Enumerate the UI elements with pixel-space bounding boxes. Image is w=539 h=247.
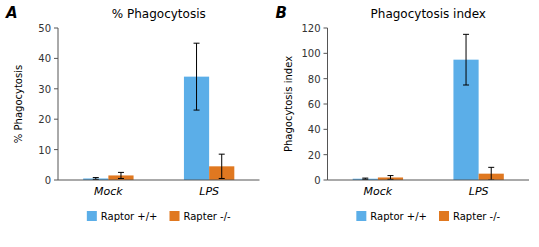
y-tick — [54, 28, 58, 29]
x-axis-line — [58, 180, 260, 181]
y-tick — [324, 53, 328, 54]
y-tick-label: 100 — [301, 48, 320, 59]
y-axis-line — [327, 28, 328, 180]
y-tick — [324, 28, 328, 29]
y-tick-label: 20 — [38, 114, 51, 125]
title: % Phagocytosis — [112, 7, 206, 21]
y-tick-label: 40 — [38, 53, 51, 64]
y-tick — [54, 149, 58, 150]
panel: A % Phagocytosis % Phagocytosis 0 10 20 30 40 50… — [5, 4, 260, 222]
error-bar — [463, 34, 469, 85]
y-tick-label: 0 — [314, 175, 320, 186]
y-tick-label: 10 — [38, 145, 51, 156]
legend-item: Rapter -/- — [439, 211, 501, 222]
legend-label: Rapter -/- — [184, 211, 232, 222]
legend-label: Rapter -/- — [453, 211, 501, 222]
panel-label: A — [5, 4, 18, 22]
x-tick-label: LPS — [199, 185, 219, 198]
y-axis-line — [58, 28, 59, 180]
x-tick-label: Mock — [94, 185, 123, 198]
x-axis-line — [328, 180, 530, 181]
error-bar — [362, 178, 368, 179]
y-tick — [54, 58, 58, 59]
legend-item: Rapter -/- — [170, 211, 232, 222]
legend: Raptor +/+ Rapter -/- — [87, 211, 231, 222]
error-bar — [488, 167, 494, 180]
marks — [353, 34, 504, 180]
y-tick — [324, 78, 328, 79]
y-tick-label: 120 — [301, 23, 320, 34]
legend-item: Raptor +/+ — [87, 211, 158, 222]
y-tick-label: 30 — [38, 84, 51, 95]
error-bar — [93, 178, 99, 180]
panel: B Phagocytosis index Phagocytosis index 0 20… — [276, 4, 530, 222]
error-bar — [219, 154, 225, 178]
error-bar — [118, 172, 124, 178]
x-tick-label: LPS — [469, 185, 489, 198]
y-tick — [54, 180, 58, 181]
y-tick — [324, 180, 328, 181]
x-tick-label: Mock — [364, 185, 393, 198]
y-tick — [324, 154, 328, 155]
legend-swatch — [87, 211, 97, 221]
title: Phagocytosis index — [371, 7, 486, 21]
y-tick-label: 50 — [38, 23, 51, 34]
legend-swatch — [170, 211, 180, 221]
y-tick-label: 0 — [45, 175, 51, 186]
legend-swatch — [439, 211, 449, 221]
y-tick — [54, 119, 58, 120]
legend: Raptor +/+ Rapter -/- — [356, 211, 500, 222]
legend-swatch — [356, 211, 366, 221]
legend-label: Raptor +/+ — [370, 211, 427, 222]
y-tick — [324, 129, 328, 130]
legend-label: Raptor +/+ — [101, 211, 158, 222]
panel-label: B — [276, 4, 287, 22]
y-tick-label: 60 — [308, 99, 321, 110]
y-tick-label: 40 — [308, 124, 321, 135]
marks — [83, 43, 234, 180]
y-axis-label: % Phagocytosis — [13, 65, 24, 143]
y-axis-label: Phagocytosis index — [283, 56, 294, 152]
y-tick — [54, 88, 58, 89]
chart: A % Phagocytosis % Phagocytosis 0 10 20 30 40 50… — [0, 0, 539, 247]
error-bar — [387, 176, 393, 180]
y-tick-label: 80 — [308, 74, 321, 85]
legend-item: Raptor +/+ — [356, 211, 427, 222]
y-tick — [324, 104, 328, 105]
y-tick-label: 20 — [308, 150, 321, 161]
error-bar — [194, 43, 200, 110]
